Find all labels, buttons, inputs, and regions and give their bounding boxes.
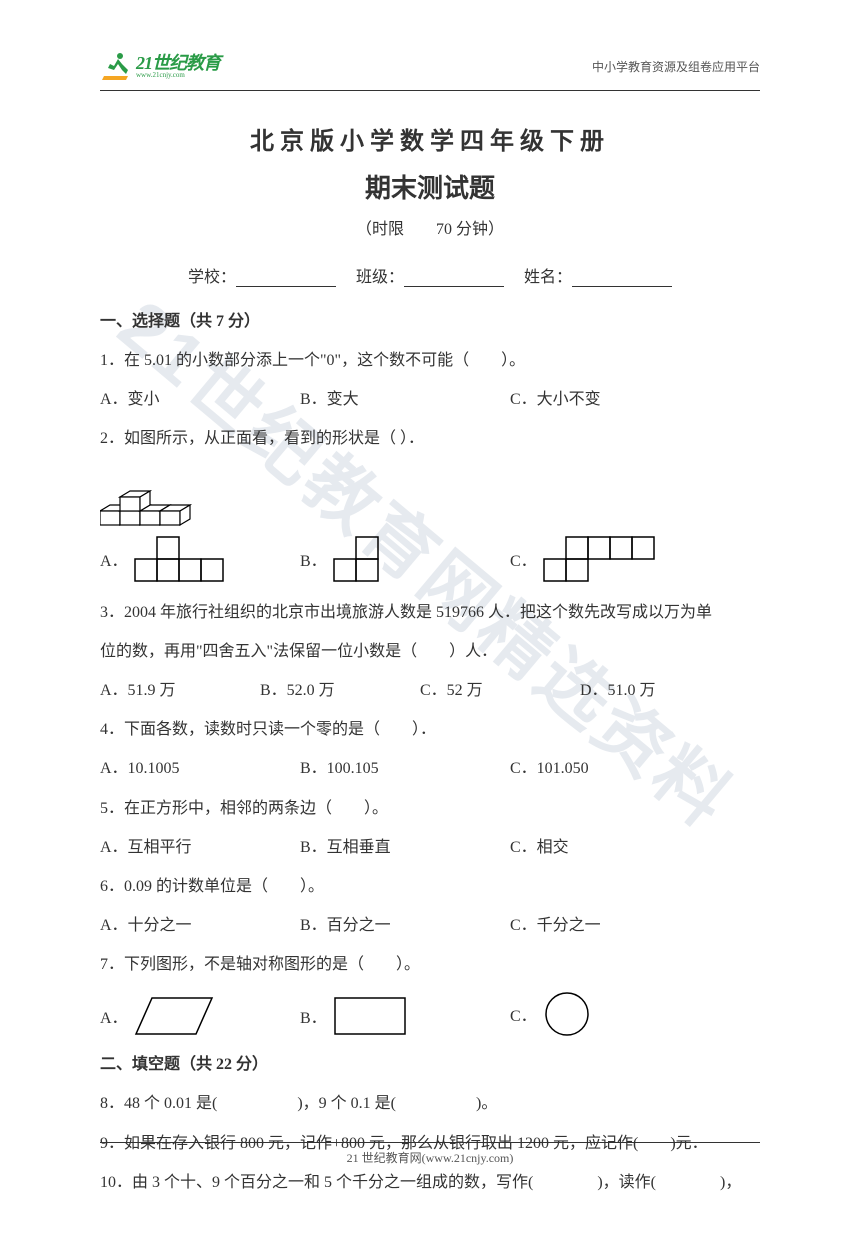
header-right-text: 中小学教育资源及组卷应用平台 bbox=[592, 58, 760, 75]
q7-c[interactable]: C． bbox=[510, 990, 690, 1038]
q1-text: 1．在 5.01 的小数部分添上一个"0"，这个数不可能（ ）。 bbox=[100, 343, 760, 378]
logo-text: 21世纪教育 www.21cnjy.com bbox=[136, 54, 220, 79]
q7-c-label: C． bbox=[510, 1002, 537, 1026]
class-blank[interactable] bbox=[404, 269, 504, 287]
q1-a[interactable]: A．变小 bbox=[100, 382, 300, 417]
q2-c-shape-icon bbox=[543, 535, 655, 583]
q2-a-label: A． bbox=[100, 547, 128, 571]
q4-options: A．10.1005 B．100.105 C．101.050 bbox=[100, 751, 760, 786]
q5-options: A．互相平行 B．互相垂直 C．相交 bbox=[100, 830, 760, 865]
q4-b[interactable]: B．100.105 bbox=[300, 751, 510, 786]
q2-options: A． B． C． bbox=[100, 535, 760, 583]
q2-b[interactable]: B． bbox=[300, 535, 510, 583]
q5-c[interactable]: C．相交 bbox=[510, 830, 690, 865]
q3-options: A．51.9 万 B．52.0 万 C．52 万 D．51.0 万 bbox=[100, 673, 760, 708]
q1-c[interactable]: C．大小不变 bbox=[510, 382, 690, 417]
school-label: 学校： bbox=[188, 269, 236, 286]
q7-b[interactable]: B． bbox=[300, 994, 510, 1038]
section1-title: 一、选择题（共 7 分） bbox=[100, 307, 760, 331]
q3-text2: 位的数，再用"四舍五入"法保留一位小数是（ ）人． bbox=[100, 634, 760, 669]
q7-a-label: A． bbox=[100, 1004, 128, 1028]
q5-a[interactable]: A．互相平行 bbox=[100, 830, 300, 865]
school-blank[interactable] bbox=[236, 269, 336, 287]
q3-text1: 3．2004 年旅行社组织的北京市出境旅游人数是 519766 人．把这个数先改… bbox=[100, 595, 760, 630]
section2-title: 二、填空题（共 22 分） bbox=[100, 1050, 760, 1074]
q6-a[interactable]: A．十分之一 bbox=[100, 908, 300, 943]
q7-c-circle-icon bbox=[543, 990, 591, 1038]
q5-b[interactable]: B．互相垂直 bbox=[300, 830, 510, 865]
q7-b-rectangle-icon bbox=[333, 994, 407, 1038]
q6-b[interactable]: B．百分之一 bbox=[300, 908, 510, 943]
q7-text: 7．下列图形，不是轴对称图形的是（ ）。 bbox=[100, 947, 760, 982]
q1-b[interactable]: B．变大 bbox=[300, 382, 510, 417]
name-label: 姓名： bbox=[524, 269, 572, 286]
q3-b[interactable]: B．52.0 万 bbox=[260, 673, 420, 708]
q2-c[interactable]: C． bbox=[510, 535, 690, 583]
q8-text: 8．48 个 0.01 是( )，9 个 0.1 是( )。 bbox=[100, 1086, 760, 1121]
q4-a[interactable]: A．10.1005 bbox=[100, 751, 300, 786]
q7-a[interactable]: A． bbox=[100, 994, 300, 1038]
logo-url: www.21cnjy.com bbox=[136, 72, 220, 79]
q2-figure bbox=[100, 465, 760, 527]
logo-runner-icon bbox=[100, 50, 132, 82]
q9-text: 9．如果在存入银行 800 元，记作+800 元，那么从银行取出 1200 元，… bbox=[100, 1126, 760, 1161]
q7-a-parallelogram-icon bbox=[134, 994, 214, 1038]
q10-text: 10．由 3 个十、9 个百分之一和 5 个千分之一组成的数，写作( )，读作(… bbox=[100, 1165, 760, 1200]
header-divider bbox=[100, 90, 760, 91]
q2-text: 2．如图所示，从正面看，看到的形状是（ ）． bbox=[100, 421, 760, 456]
logo: 21世纪教育 www.21cnjy.com bbox=[100, 50, 220, 82]
page: 21世纪教育 www.21cnjy.com 中小学教育资源及组卷应用平台 北京版… bbox=[0, 0, 860, 1234]
q6-text: 6．0.09 的计数单位是（ ）。 bbox=[100, 869, 760, 904]
q2-c-label: C． bbox=[510, 547, 537, 571]
q6-options: A．十分之一 B．百分之一 C．千分之一 bbox=[100, 908, 760, 943]
q2-b-label: B． bbox=[300, 547, 327, 571]
class-label: 班级： bbox=[356, 269, 404, 286]
name-blank[interactable] bbox=[572, 269, 672, 287]
q3-a[interactable]: A．51.9 万 bbox=[100, 673, 260, 708]
q3-c[interactable]: C．52 万 bbox=[420, 673, 580, 708]
page-subtitle: 期末测试题 bbox=[100, 168, 760, 205]
logo-title: 21世纪教育 bbox=[136, 54, 220, 72]
q3-d[interactable]: D．51.0 万 bbox=[580, 673, 760, 708]
q2-b-shape-icon bbox=[333, 535, 403, 583]
q4-text: 4．下面各数，读数时只读一个零的是（ ）． bbox=[100, 712, 760, 747]
q2-a[interactable]: A． bbox=[100, 535, 300, 583]
q7-b-label: B． bbox=[300, 1004, 327, 1028]
q4-c[interactable]: C．101.050 bbox=[510, 751, 690, 786]
q2-a-shape-icon bbox=[134, 535, 224, 583]
student-info: 学校： 班级： 姓名： bbox=[100, 263, 760, 287]
header: 21世纪教育 www.21cnjy.com 中小学教育资源及组卷应用平台 bbox=[100, 50, 760, 82]
q5-text: 5．在正方形中，相邻的两条边（ ）。 bbox=[100, 791, 760, 826]
q6-c[interactable]: C．千分之一 bbox=[510, 908, 690, 943]
page-title: 北京版小学数学四年级下册 bbox=[100, 121, 760, 156]
q7-options: A． B． C． bbox=[100, 990, 760, 1038]
time-limit: （时限 70 分钟） bbox=[100, 215, 760, 239]
q1-options: A．变小 B．变大 C．大小不变 bbox=[100, 382, 760, 417]
